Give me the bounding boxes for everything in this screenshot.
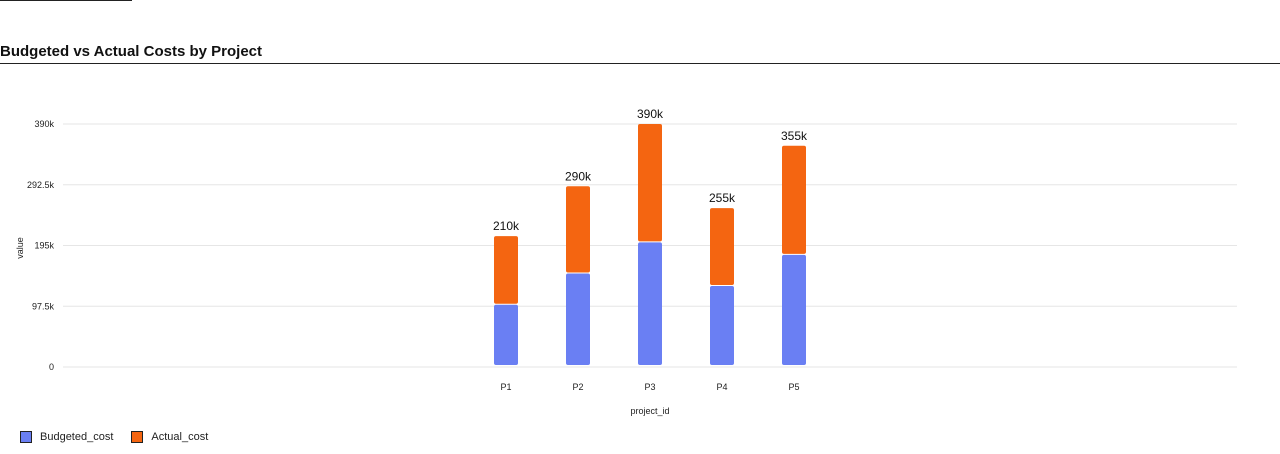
- x-tick-label: P1: [500, 382, 511, 392]
- bar-budgeted-p5[interactable]: [782, 254, 806, 365]
- legend-label-budgeted: Budgeted_cost: [40, 431, 114, 443]
- bar-actual-p5[interactable]: [782, 145, 806, 254]
- bar-budgeted-p2[interactable]: [566, 273, 590, 365]
- bar-total-label: 390k: [637, 107, 664, 121]
- legend: Budgeted_cost Actual_cost: [20, 431, 208, 443]
- bar-actual-p1[interactable]: [494, 236, 518, 304]
- x-tick-label: P3: [644, 382, 655, 392]
- chart-canvas: 0 97.5k 195k 292.5k 390k 210k 290k 390k 255k 355…: [15, 107, 1237, 416]
- y-tick-label: 292.5k: [27, 180, 55, 190]
- bar-total-label: 355k: [781, 129, 808, 143]
- bar-actual-p3[interactable]: [638, 124, 662, 242]
- y-tick-label: 390k: [34, 119, 54, 129]
- bar-series: [494, 124, 806, 365]
- x-tick-label: P2: [572, 382, 583, 392]
- bar-budgeted-p1[interactable]: [494, 304, 518, 365]
- bar-budgeted-p3[interactable]: [638, 242, 662, 365]
- chart-title: Budgeted vs Actual Costs by Project: [0, 43, 263, 60]
- title-divider: [0, 63, 1280, 64]
- y-tick-label: 195k: [34, 241, 54, 251]
- bar-actual-p4[interactable]: [710, 208, 734, 285]
- legend-swatch-budgeted: [20, 431, 32, 443]
- bar-actual-p2[interactable]: [566, 186, 590, 273]
- x-tick-label: P4: [716, 382, 727, 392]
- legend-label-actual: Actual_cost: [151, 431, 209, 443]
- top-divider: [0, 0, 132, 1]
- x-axis-ticks: P1 P2 P3 P4 P5: [500, 382, 799, 392]
- y-tick-label: 97.5k: [32, 301, 55, 311]
- total-labels: 210k 290k 390k 255k 355k: [493, 107, 808, 233]
- x-tick-label: P5: [788, 382, 799, 392]
- y-axis-title: value: [15, 237, 25, 259]
- bar-total-label: 290k: [565, 169, 592, 183]
- bar-budgeted-p4[interactable]: [710, 286, 734, 365]
- legend-item-budgeted[interactable]: Budgeted_cost: [20, 431, 113, 443]
- x-axis-title: project_id: [630, 406, 669, 416]
- bar-total-label: 210k: [493, 219, 520, 233]
- y-tick-label: 0: [49, 362, 54, 372]
- legend-swatch-actual: [131, 431, 144, 443]
- bar-total-label: 255k: [709, 191, 736, 205]
- legend-item-actual[interactable]: Actual_cost: [131, 431, 208, 443]
- y-axis-ticks: 0 97.5k 195k 292.5k 390k: [27, 119, 55, 372]
